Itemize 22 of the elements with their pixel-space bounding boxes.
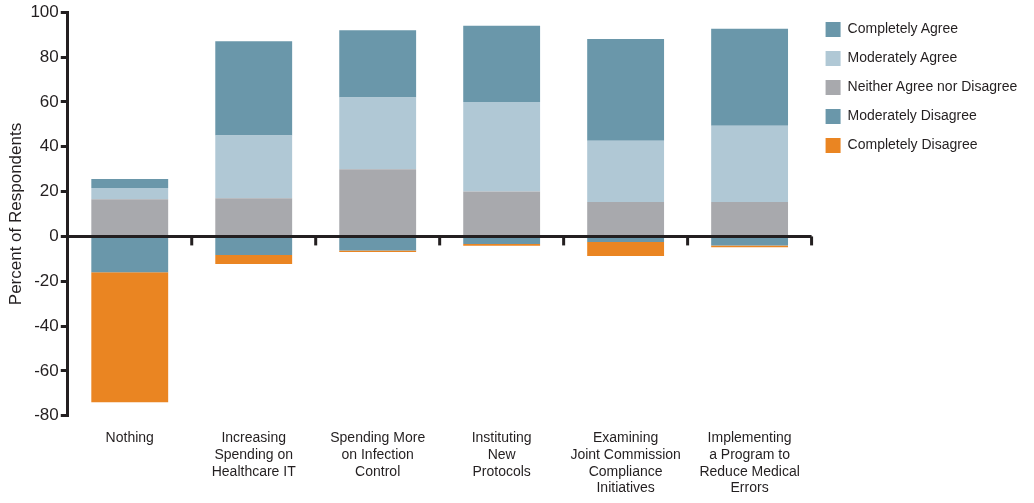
y-tick-label: -40 [34,315,59,335]
x-tick-label: Examining Joint Commission Compliance Initiatives [570,429,681,496]
y-tick-label: 0 [49,226,59,246]
y-tick-label: -60 [34,360,59,380]
legend-label: Moderately Agree [847,49,958,66]
y-tick-label: 60 [39,91,59,111]
y-tick-label: 20 [39,181,59,201]
y-tick-label: -80 [34,405,59,425]
legend-label: Neither Agree nor Disagree [847,78,1018,95]
legend-label: Moderately Disagree [847,107,977,124]
x-tick-label: Implementing a Program to Reduce Medical Errors [699,429,800,496]
legend-label: Completely Disagree [847,136,978,153]
x-tick-label: Increasing Spending on Healthcare IT [211,429,297,479]
x-tick-label: Spending More on Infection Control [330,429,426,479]
legend-label: Completely Agree [847,20,959,37]
x-tick-label: Instituting New Protocols [471,429,532,479]
y-tick-label: 80 [39,46,59,66]
y-axis-title: Percent of Respondents [5,122,25,306]
y-tick-label: -20 [34,270,59,290]
x-tick-label: Nothing [105,429,154,446]
y-tick-label: 100 [30,1,59,21]
y-tick-label: 40 [39,136,59,156]
